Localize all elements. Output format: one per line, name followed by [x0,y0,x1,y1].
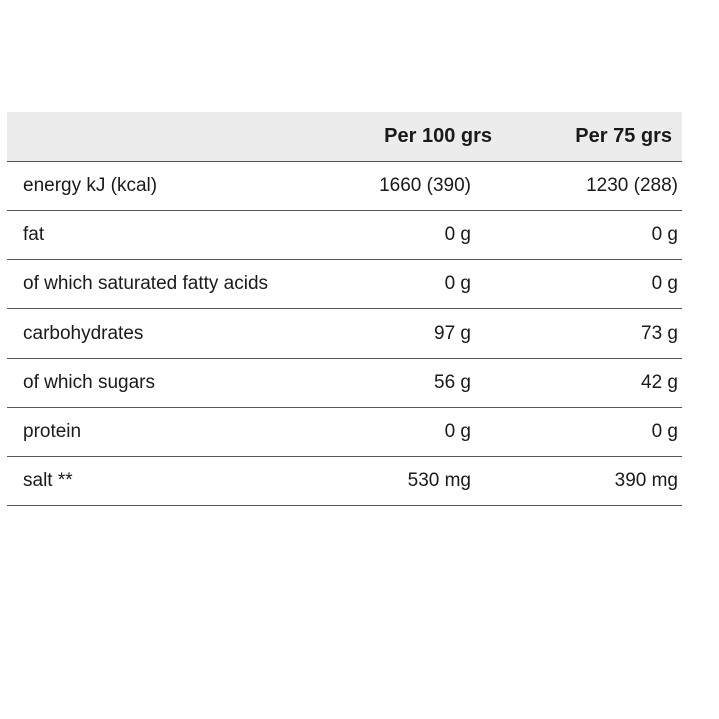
row-label: fat [23,224,45,246]
table-row: salt ** 530 mg 390 mg [7,456,682,507]
value-cell: 56 g [434,371,471,393]
row-label: carbohydrates [23,322,144,344]
table-row: of which saturated fatty acids 0 g 0 g [7,259,682,310]
table-row: protein 0 g 0 g [7,407,682,457]
row-label: salt ** [23,470,73,492]
value-cell: 390 mg [614,470,678,492]
value-cell: 0 g [651,273,678,295]
table-row: carbohydrates 97 g 73 g [7,309,682,359]
value-cell: 97 g [434,322,471,344]
value-cell: 0 g [651,421,678,442]
header-cell: Per 75 grs [575,125,672,147]
header-row: Per 100 grs Per 75 grs [7,112,682,162]
row-label: protein [23,421,82,442]
value-cell: 0 g [444,273,471,295]
value-cell: 42 g [641,371,678,393]
row-label: of which saturated fatty acids [23,273,269,295]
row-label: energy kJ (kcal) [23,175,158,196]
value-cell: 0 g [444,224,471,246]
value-cell: 0 g [444,421,471,442]
value-cell: 0 g [651,224,678,246]
row-label: of which sugars [23,371,156,393]
value-cell: 530 mg [407,470,471,492]
value-cell: 1660 (390) [379,175,471,196]
table-row: fat 0 g 0 g [7,210,682,261]
value-cell: 1230 (288) [586,175,678,196]
value-cell: 73 g [641,322,678,344]
table-row: of which sugars 56 g 42 g [7,358,682,408]
header-cell: Per 100 grs [384,125,492,147]
table-row: energy kJ (kcal) 1660 (390) 1230 (288) [7,161,682,211]
